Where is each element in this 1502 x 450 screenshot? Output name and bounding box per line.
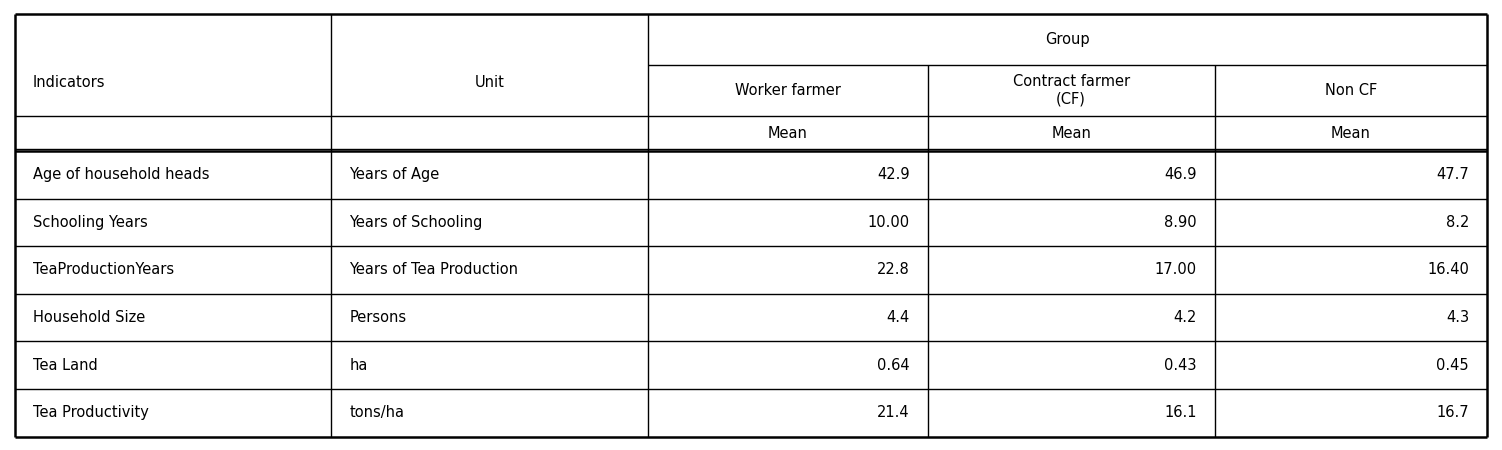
Text: 16.40: 16.40 (1427, 262, 1469, 278)
Text: ha: ha (350, 358, 368, 373)
Text: Schooling Years: Schooling Years (33, 215, 147, 230)
Text: 42.9: 42.9 (877, 167, 910, 182)
Text: 0.45: 0.45 (1436, 358, 1469, 373)
Text: Mean: Mean (1051, 126, 1090, 141)
Text: 47.7: 47.7 (1436, 167, 1469, 182)
Text: Non CF: Non CF (1325, 83, 1377, 98)
Text: Worker farmer: Worker farmer (734, 83, 841, 98)
Text: Unit: Unit (475, 75, 505, 90)
Text: Tea Land: Tea Land (33, 358, 98, 373)
Text: tons/ha: tons/ha (350, 405, 404, 420)
Text: Household Size: Household Size (33, 310, 146, 325)
Text: Group: Group (1045, 32, 1090, 46)
Text: Persons: Persons (350, 310, 407, 325)
Text: 0.64: 0.64 (877, 358, 910, 373)
Text: Indicators: Indicators (33, 75, 105, 90)
Text: Years of Age: Years of Age (350, 167, 440, 182)
Text: Mean: Mean (768, 126, 808, 141)
Text: 22.8: 22.8 (877, 262, 910, 278)
Text: 17.00: 17.00 (1155, 262, 1197, 278)
Text: Tea Productivity: Tea Productivity (33, 405, 149, 420)
Text: 21.4: 21.4 (877, 405, 910, 420)
Text: 46.9: 46.9 (1164, 167, 1197, 182)
Text: Mean: Mean (1331, 126, 1371, 141)
Text: Age of household heads: Age of household heads (33, 167, 210, 182)
Text: 10.00: 10.00 (868, 215, 910, 230)
Text: 0.43: 0.43 (1164, 358, 1197, 373)
Text: Years of Tea Production: Years of Tea Production (350, 262, 518, 278)
Text: 16.7: 16.7 (1436, 405, 1469, 420)
Text: 16.1: 16.1 (1164, 405, 1197, 420)
Text: Contract farmer
(CF): Contract farmer (CF) (1012, 74, 1130, 107)
Text: TeaProductionYears: TeaProductionYears (33, 262, 174, 278)
Text: 4.2: 4.2 (1173, 310, 1197, 325)
Text: Years of Schooling: Years of Schooling (350, 215, 482, 230)
Text: 4.4: 4.4 (886, 310, 910, 325)
Text: 8.2: 8.2 (1445, 215, 1469, 230)
Text: 4.3: 4.3 (1446, 310, 1469, 325)
Text: 8.90: 8.90 (1164, 215, 1197, 230)
